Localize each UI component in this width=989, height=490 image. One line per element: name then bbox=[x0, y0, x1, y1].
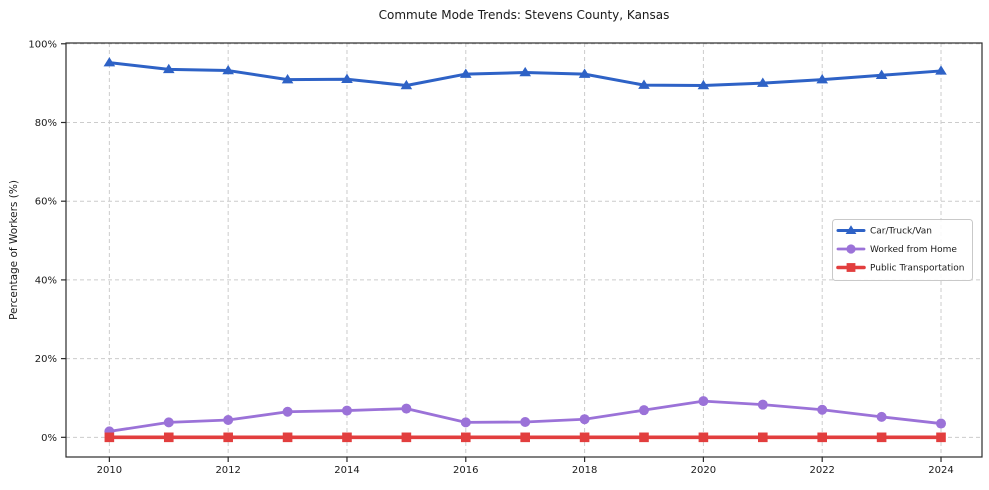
series-public-transportation bbox=[104, 432, 946, 443]
x-tick-label: 2018 bbox=[572, 465, 597, 476]
x-tick-label: 2020 bbox=[691, 465, 716, 476]
triangle-marker bbox=[935, 65, 947, 75]
y-tick-label: 60% bbox=[35, 197, 57, 208]
series-worked-from-home bbox=[104, 396, 947, 437]
triangle-marker bbox=[281, 73, 294, 84]
square-marker bbox=[639, 432, 649, 443]
y-tick-label: 0% bbox=[41, 433, 57, 444]
square-marker bbox=[817, 432, 828, 443]
triangle-marker bbox=[400, 79, 413, 90]
plot-border bbox=[65, 42, 983, 458]
triangle-marker bbox=[519, 66, 531, 77]
circle-marker bbox=[936, 418, 947, 429]
x-tick-label: 2024 bbox=[928, 465, 953, 476]
triangle-marker bbox=[341, 73, 353, 83]
legend: Car/Truck/Van Worked from Home Public Tran… bbox=[832, 219, 973, 281]
legend-box bbox=[832, 219, 973, 281]
y-tick-label: 100% bbox=[28, 39, 57, 50]
series-car-truck-van bbox=[103, 57, 947, 90]
square-marker bbox=[460, 432, 471, 443]
square-marker bbox=[876, 432, 887, 443]
square-marker bbox=[520, 432, 530, 443]
circle-marker bbox=[163, 417, 174, 428]
triangle-marker bbox=[162, 63, 175, 74]
square-marker bbox=[104, 432, 115, 443]
square-marker bbox=[846, 263, 856, 272]
legend-label: Public Transportation bbox=[870, 264, 964, 274]
triangle-marker bbox=[222, 64, 234, 75]
square-marker bbox=[758, 432, 768, 443]
x-tick-label: 2016 bbox=[453, 465, 478, 476]
square-marker bbox=[282, 432, 293, 443]
circle-marker bbox=[341, 405, 352, 416]
chart-title: Commute Mode Trends: Stevens County, Kan… bbox=[378, 8, 670, 22]
x-tick-label: 2012 bbox=[215, 465, 240, 476]
x-tick-label: 2014 bbox=[334, 465, 359, 476]
legend-item-worked-from-home: Worked from Home bbox=[836, 244, 957, 255]
triangle-marker bbox=[845, 225, 857, 234]
triangle-marker bbox=[103, 57, 116, 67]
circle-marker bbox=[698, 396, 709, 407]
triangle-marker bbox=[459, 68, 472, 78]
legend-item-car-truck-van: Car/Truck/Van bbox=[836, 225, 932, 237]
circle-marker bbox=[460, 417, 471, 428]
circle-marker bbox=[223, 415, 234, 426]
square-marker bbox=[163, 432, 174, 443]
y-tick-label: 20% bbox=[35, 354, 57, 365]
circle-marker bbox=[579, 414, 590, 425]
x-tick-label: 2022 bbox=[809, 465, 834, 476]
square-marker bbox=[698, 432, 709, 443]
y-tick-label: 40% bbox=[35, 275, 57, 286]
x-tick-label: 2010 bbox=[97, 465, 122, 476]
square-marker bbox=[936, 432, 946, 443]
legend-label: Car/Truck/Van bbox=[870, 227, 932, 237]
circle-marker bbox=[401, 403, 412, 414]
circle-marker bbox=[846, 244, 856, 254]
circle-marker bbox=[817, 404, 828, 415]
square-marker bbox=[579, 432, 590, 443]
triangle-marker bbox=[638, 79, 650, 89]
triangle-marker bbox=[816, 73, 829, 84]
triangle-marker bbox=[757, 77, 769, 87]
triangle-marker bbox=[578, 68, 591, 78]
square-marker bbox=[223, 432, 233, 443]
axis-ticks: 0% 20% 40% 60% 80% 100% 2010 2012 2014 2016 2018 20… bbox=[28, 39, 953, 476]
circle-marker bbox=[757, 399, 768, 410]
legend-item-public-transportation: Public Transportation bbox=[836, 263, 964, 274]
circle-marker bbox=[520, 416, 531, 427]
circle-marker bbox=[876, 411, 887, 422]
triangle-marker bbox=[875, 69, 888, 80]
legend-label: Worked from Home bbox=[870, 245, 957, 255]
square-marker bbox=[342, 432, 352, 443]
y-tick-label: 80% bbox=[35, 118, 57, 129]
square-marker bbox=[401, 432, 412, 443]
circle-marker bbox=[282, 406, 293, 417]
circle-marker bbox=[638, 405, 649, 416]
triangle-marker bbox=[697, 79, 710, 90]
